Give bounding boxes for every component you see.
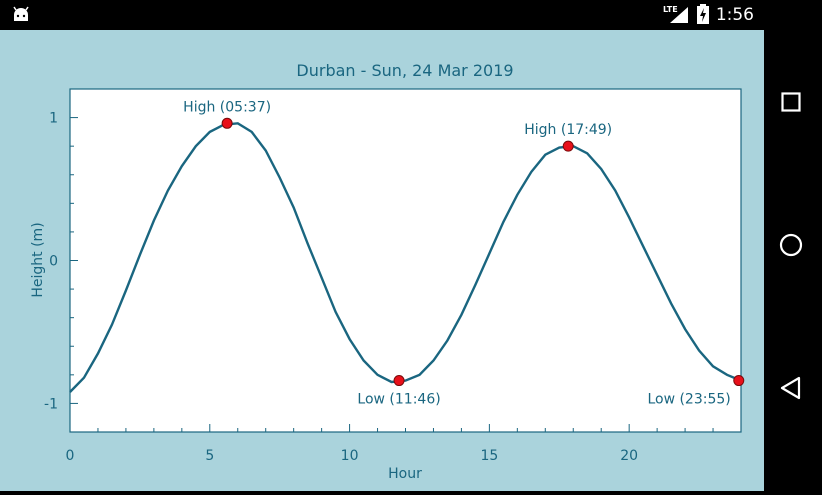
tide-extreme-marker xyxy=(562,140,574,152)
x-axis-label: Hour xyxy=(388,466,422,482)
tide-height-line xyxy=(69,122,742,393)
y-axis: -1 0 1 xyxy=(44,111,78,412)
tide-markers: High (05:37) Low (11:46) High (17:49) Low (… xyxy=(183,99,745,408)
tide-chart: Durban - Sun, 24 Mar 2019 0 5 10 15 20 -101 … xyxy=(30,61,745,482)
tide-extreme-marker xyxy=(393,375,405,387)
y-tick-label: 1 xyxy=(49,111,58,127)
tide-extreme-label: Low (11:46) xyxy=(357,392,440,408)
chart-title: Durban - Sun, 24 Mar 2019 xyxy=(296,61,513,80)
home-circle-icon[interactable] xyxy=(779,233,803,257)
tide-extreme-label: High (17:49) xyxy=(524,122,612,138)
navigation-bar xyxy=(764,30,822,491)
tide-extreme-marker xyxy=(221,117,233,129)
x-tick-label: 20 xyxy=(620,448,638,464)
tide-extreme-marker xyxy=(733,375,745,387)
plot-area xyxy=(69,88,742,433)
lte-label: LTE xyxy=(663,5,678,14)
tide-extreme-label: Low (23:55) xyxy=(647,392,730,408)
y-tick-label: 0 xyxy=(49,254,58,270)
y-axis-label: Height (m) xyxy=(30,222,46,297)
x-tick-label: 0 xyxy=(66,448,75,464)
x-tick-label: 5 xyxy=(205,448,214,464)
x-tick-label: 10 xyxy=(341,448,359,464)
signal-icon xyxy=(670,7,688,23)
status-bar: LTE 1:56 xyxy=(0,0,822,30)
x-tick-label: 15 xyxy=(480,448,498,464)
android-icon xyxy=(13,6,29,21)
status-clock: 1:56 xyxy=(715,5,754,25)
battery-charging-icon xyxy=(697,4,709,24)
x-axis: 0 5 10 15 20 xyxy=(66,424,742,464)
back-triangle-icon[interactable] xyxy=(780,376,802,400)
tide-extreme-label: High (05:37) xyxy=(183,99,271,115)
app-area: Durban - Sun, 24 Mar 2019 0 5 10 15 20 -1 0 1 … xyxy=(0,30,764,491)
recents-square-icon[interactable] xyxy=(781,92,801,112)
y-tick-label: -1 xyxy=(44,396,58,412)
